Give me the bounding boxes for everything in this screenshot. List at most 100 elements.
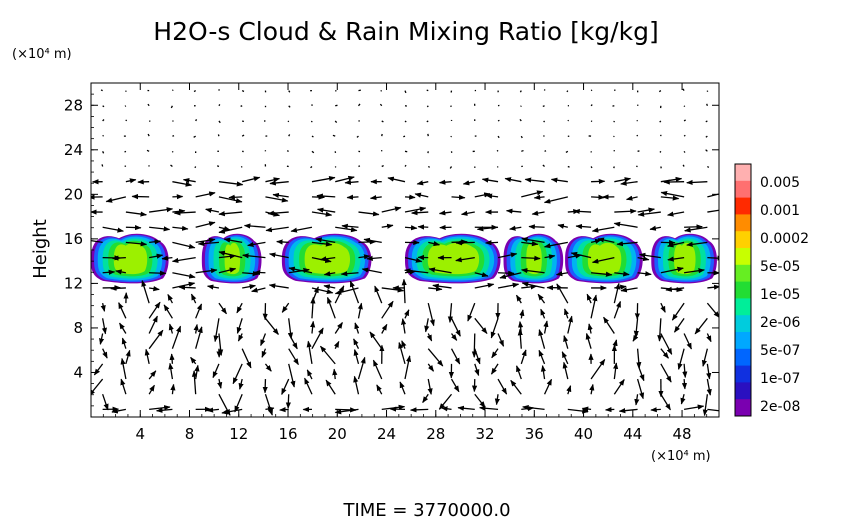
wind-vector [310,166,313,169]
chart-title: H2O-s Cloud & Rain Mixing Ratio [kg/kg] [153,17,658,46]
wind-vector [432,283,452,289]
wind-vector [620,180,638,186]
wind-vector [404,164,407,167]
wind-vector [148,315,158,334]
wind-vector [311,287,334,295]
wind-vector [589,383,595,395]
wind-vector [520,105,522,107]
wind-vector [281,378,290,396]
wind-vector [346,194,359,200]
wind-vector [265,196,289,203]
wind-vector [311,241,333,247]
wind-vector [195,326,203,349]
wind-vector [172,208,186,214]
wind-vector [190,293,197,304]
wind-vector [376,384,383,395]
wind-vector [218,181,244,187]
wind-vector [236,302,243,314]
wind-vector [240,105,243,107]
wind-vector [521,281,545,289]
wind-vector [195,191,216,198]
wind-vector [241,134,245,137]
wind-vector [358,239,377,245]
wind-vector [323,284,336,290]
wind-vector [281,302,290,313]
wind-vector [404,194,416,200]
wind-vector [316,193,336,199]
wind-vector [438,179,452,185]
colorbar-swatch [735,164,751,182]
wind-vector [497,333,505,347]
wind-vector [102,119,105,122]
colorbar-frame [734,163,752,417]
wind-vector [102,269,116,275]
wind-vector [357,302,363,319]
wind-vector [234,393,243,413]
wind-vector [91,378,104,396]
wind-vector [147,103,150,107]
wind-vector [450,318,461,337]
wind-vector [353,349,360,365]
wind-vector [163,304,173,319]
wind-vector [498,270,515,276]
wind-vector [706,333,712,343]
wind-vector [411,210,429,216]
wind-vector [542,105,545,108]
wind-vector [381,164,384,168]
x-tick-label: 16 [278,425,297,443]
wind-vector [485,193,499,199]
wind-vector [149,226,171,232]
wind-vector [194,166,197,169]
wind-vector [557,223,568,229]
wind-vector [118,302,127,319]
wind-vector [334,120,338,124]
wind-vector [323,271,336,277]
wind-vector [521,284,538,290]
wind-vector [684,224,703,230]
wind-vector [363,237,382,244]
wind-vector [399,381,406,395]
wind-vector [401,278,407,304]
wind-vector [566,385,572,395]
wind-vector [261,348,267,358]
wind-vector [334,166,337,168]
wind-vector [682,88,685,91]
wind-vector [524,177,545,183]
wind-vector [591,256,615,264]
wind-vector [491,348,499,359]
wind-vector [241,348,252,369]
wind-vector [195,303,203,319]
y-tick-label: 28 [64,96,83,114]
wind-vector [311,327,324,349]
wind-vector [315,237,336,244]
wind-vector [310,320,316,334]
wind-vector [636,348,642,369]
wind-vector [241,90,245,93]
wind-vector [450,135,452,138]
wind-vector [707,165,710,169]
x-tick-label: 28 [426,425,445,443]
y-tick-label: 24 [64,141,83,159]
wind-vector [287,318,294,340]
colorbar-label: 5e-05 [760,259,800,275]
wind-vector [566,90,569,93]
y-tick-label: 12 [64,274,83,292]
wind-vector [586,293,592,304]
colorbar-swatch [735,197,751,215]
wind-vector [673,317,685,333]
colorbar-swatch [735,332,751,350]
wind-vector [349,280,360,304]
colorbar-label: 2e-06 [760,315,800,331]
wind-vector [667,241,685,248]
wind-vector [614,284,627,290]
wind-vector [205,207,220,213]
wind-vector [172,241,196,249]
wind-vector [344,179,359,185]
wind-vector [148,329,164,350]
y-axis: 4 8 12 16 20 24 28 [64,93,719,407]
wind-vector [311,135,314,138]
wind-vector [335,226,358,233]
colorbar-swatch [735,248,751,266]
wind-vector [660,348,669,359]
wind-vector [102,394,109,411]
